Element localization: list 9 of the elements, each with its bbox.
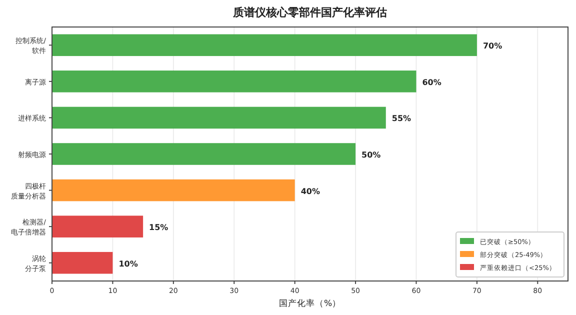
data-label: 10% bbox=[118, 259, 138, 268]
data-label: 50% bbox=[362, 150, 381, 160]
x-axis-title: 国产化率（%） bbox=[278, 298, 342, 309]
data-label: 60% bbox=[422, 78, 442, 87]
data-label: 55% bbox=[392, 114, 412, 124]
data-label: 70% bbox=[482, 42, 502, 51]
data-label: 40% bbox=[300, 186, 320, 196]
chart-title: 质谱仪核心零部件国产化率评估 bbox=[232, 6, 387, 19]
data-label: 15% bbox=[149, 223, 168, 232]
